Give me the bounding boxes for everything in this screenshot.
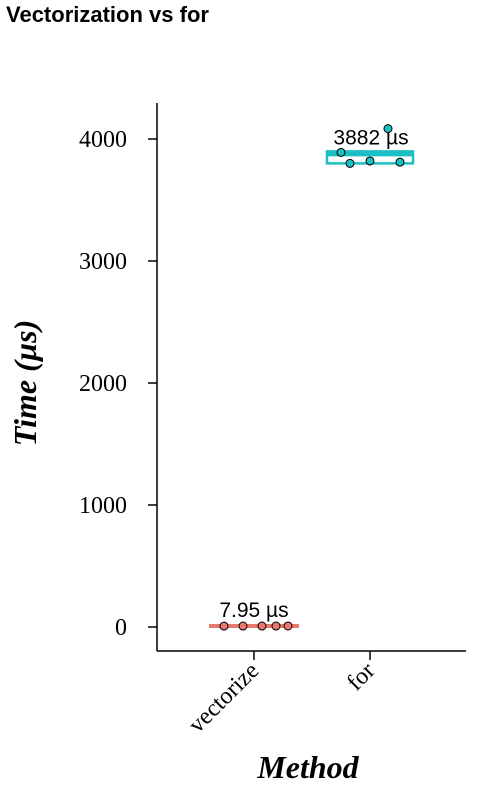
data-point [283, 621, 293, 631]
median-data-label: 3882 µs [333, 126, 408, 149]
series-group: 3882 µs [325, 124, 415, 168]
y-tick-label: 3000 [79, 249, 127, 275]
data-point [271, 621, 281, 631]
y-tick-label: 0 [115, 615, 127, 641]
data-point [238, 621, 248, 631]
x-tick-label: vectorize [184, 658, 265, 739]
series-layer: 7.95 µs 3882 µs [209, 124, 415, 631]
data-point [336, 147, 346, 157]
axes [156, 103, 466, 652]
data-point [345, 158, 355, 168]
y-tick-label: 2000 [79, 371, 127, 397]
median-data-label: 7.95 µs [219, 599, 288, 622]
data-point [395, 157, 405, 167]
data-point [257, 621, 267, 631]
x-ticks: vectorize for [184, 651, 380, 739]
y-ticks: 0 1000 2000 3000 4000 [79, 127, 157, 641]
series-group: 7.95 µs [209, 599, 299, 631]
data-point [219, 621, 229, 631]
data-point [365, 156, 375, 166]
chart-title: Vectorization vs for [6, 2, 209, 27]
data-point [383, 124, 393, 134]
y-tick-label: 1000 [79, 493, 127, 519]
y-tick-label: 4000 [79, 127, 127, 153]
y-axis-title: Time (µs) [7, 320, 43, 447]
x-tick-label: for [342, 658, 380, 696]
x-axis-title: Method [256, 749, 359, 785]
